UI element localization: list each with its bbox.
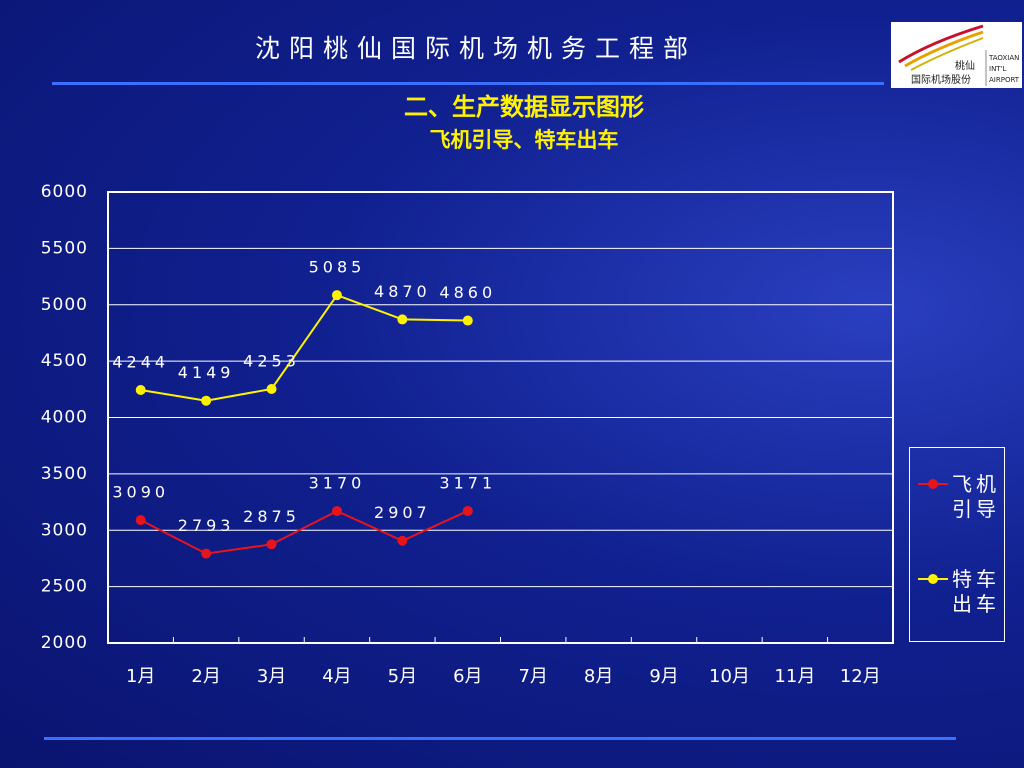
chart-subtitle: 飞机引导、特车出车 [430,128,619,152]
chart-title: 二、生产数据显示图形 [404,93,644,121]
x-tick-label: 2月 [191,666,220,687]
series-line [140,509,469,555]
logo-text: 桃仙 [955,59,975,72]
data-point [266,383,277,394]
legend-label: 特车出车 [952,567,1000,616]
logo-text: 国际机场股份 [911,73,971,86]
data-point [201,395,212,406]
data-point [135,515,146,526]
x-tick-label: 8月 [584,666,613,687]
y-tick-label: 3500 [41,464,88,484]
data-point [462,315,473,326]
data-point [201,548,212,559]
logo-graphic: 桃仙 国际机场股份 TAOXIAN INT'L AIRPORT [898,24,1020,86]
data-label: 3170 [309,474,366,493]
data-point [135,384,146,395]
legend-dot [928,574,938,584]
data-label: 4149 [178,363,235,382]
x-tick-label: 4月 [322,666,351,687]
legend-symbol [918,567,948,591]
y-tick-label: 5000 [41,295,88,315]
data-point [331,290,342,301]
data-point [462,505,473,516]
data-point [331,506,342,517]
data-label: 3090 [112,483,169,502]
data-label: 5085 [309,258,366,277]
y-tick-label: 3000 [41,520,88,540]
data-label: 2907 [374,503,431,522]
x-tick-label: 9月 [649,666,678,687]
x-tick-label: 7月 [518,666,547,687]
data-point [397,535,408,546]
x-tick-label: 10月 [709,666,750,687]
separator [52,82,884,85]
y-tick-label: 4000 [41,408,88,428]
legend-symbol [918,472,948,496]
data-label: 3171 [439,473,496,492]
y-tick-label: 6000 [41,182,88,202]
legend: 飞机引导 特车出车 [909,447,1005,642]
data-point [397,314,408,325]
x-tick-label: 12月 [840,666,881,687]
y-tick-label: 5500 [41,238,88,258]
data-label: 4244 [112,352,169,371]
legend-label: 飞机引导 [952,472,1000,521]
logo-text: AIRPORT [989,76,1020,84]
y-tick-label: 2000 [41,633,88,653]
data-label: 4870 [374,282,431,301]
logo-text: TAOXIAN [988,54,1019,62]
data-label: 4860 [439,283,496,302]
separator [44,737,956,740]
x-tick-label: 5月 [388,666,417,687]
y-tick-label: 2500 [41,577,88,597]
data-label: 2875 [243,507,300,526]
x-tick-label: 1月 [126,666,155,687]
legend-dot [928,479,938,489]
logo: 桃仙 国际机场股份 TAOXIAN INT'L AIRPORT [891,22,1022,88]
header-title: 沈阳桃仙国际机场机务工程部 [255,34,697,63]
logo-swoosh [898,24,984,64]
legend-entry: 特车出车 [918,567,1002,617]
data-point [266,539,277,550]
data-label: 4253 [243,351,300,370]
logo-swoosh [910,37,984,71]
y-tick-label: 4500 [41,351,88,371]
x-tick-label: 3月 [257,666,286,687]
x-tick-label: 11月 [774,666,815,687]
x-tick-label: 6月 [453,666,482,687]
data-label: 2793 [178,516,235,535]
legend-entry: 飞机引导 [918,472,1002,522]
logo-text: INT'L [989,65,1007,73]
series-line [140,293,468,402]
logo-swoosh [904,30,984,68]
